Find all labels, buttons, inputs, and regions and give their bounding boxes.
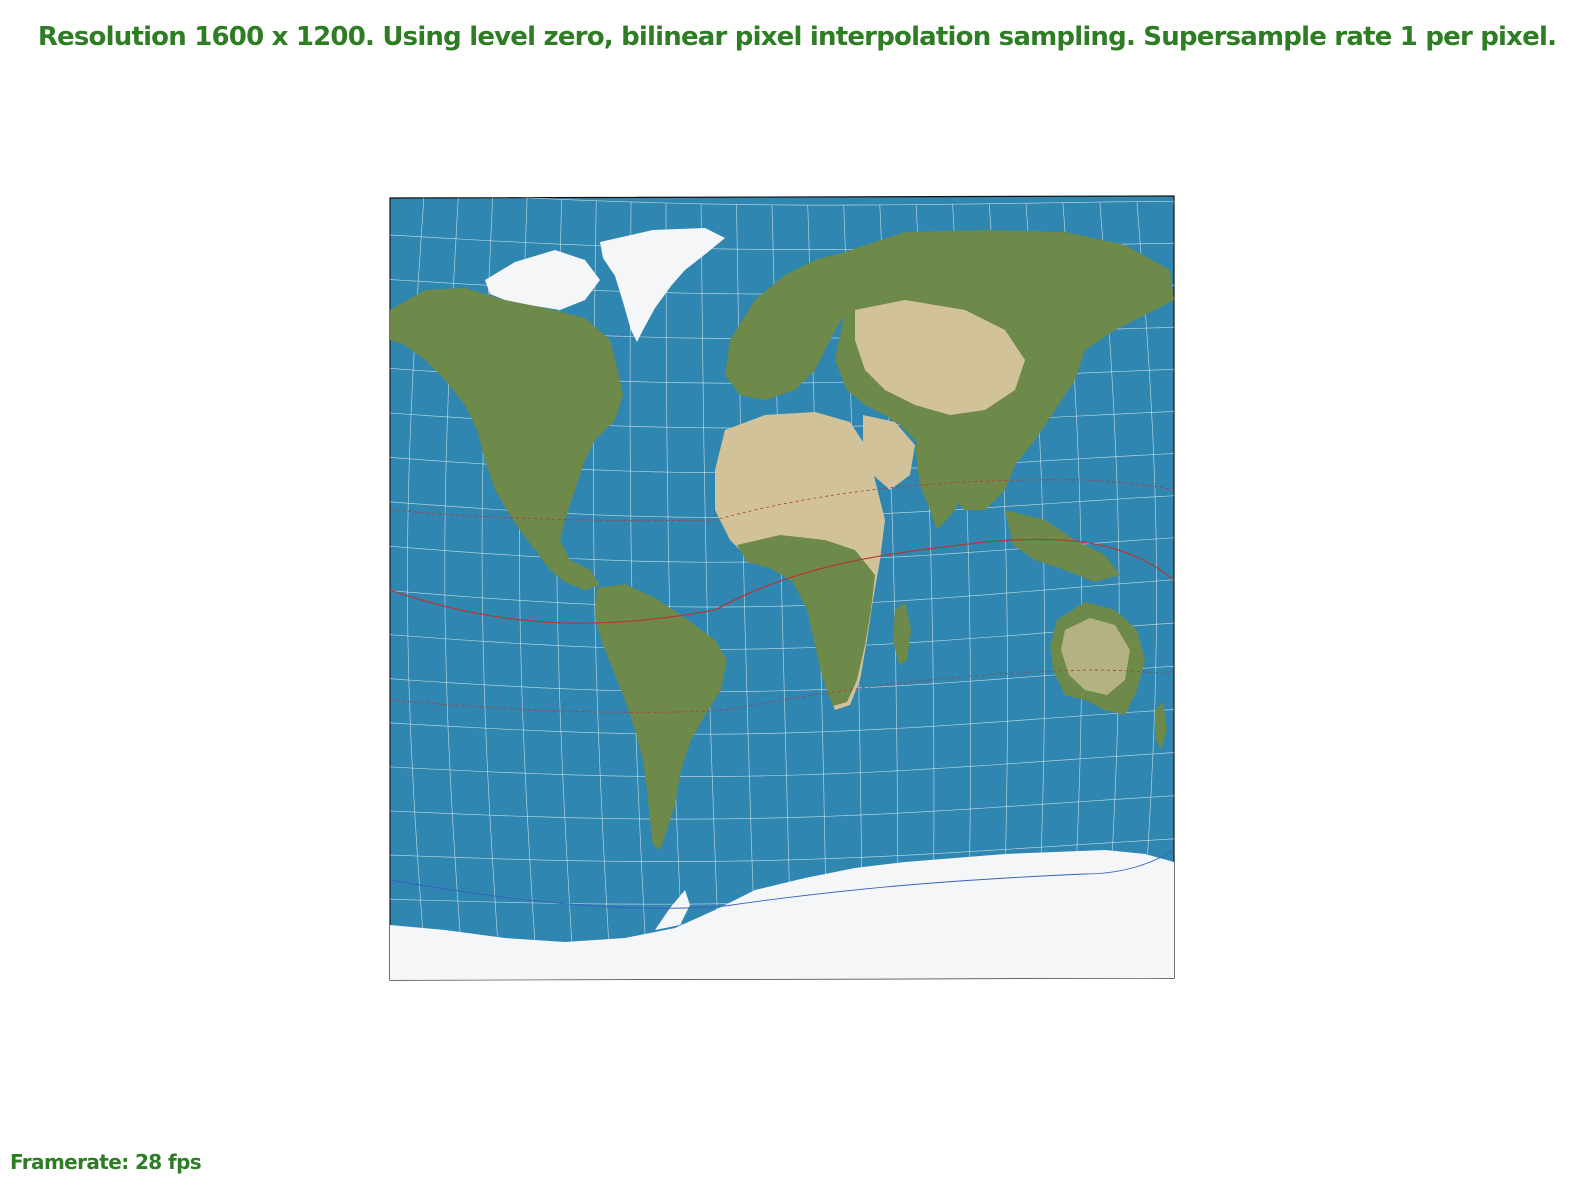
central-africa-vegetation [737,535,875,706]
north-america-landmass [390,288,623,590]
canadian-arctic-islands [485,250,600,310]
graticule-meridian [390,196,391,980]
europe-landmass [725,252,855,400]
tropic-of-capricorn-line [390,669,1174,713]
greenland-landmass [600,228,725,342]
render-viewport[interactable] [385,190,1181,990]
graticule-parallel [390,837,1174,862]
maritime-southeast-asia [1005,510,1120,582]
graticule-parallel [390,708,1174,735]
render-settings-status: Resolution 1600 x 1200. Using level zero… [37,22,1557,52]
framerate-counter: Framerate: 28 fps [10,1150,202,1174]
graticule-parallel [390,578,1174,608]
tropic-of-cancer-line [390,479,1174,522]
graticule-meridian [1173,201,1174,969]
new-zealand-landmass [1155,702,1167,750]
arabian-peninsula [863,415,915,490]
graticule-parallel [390,751,1174,777]
graticule-parallel [390,794,1174,820]
central-asia-steppe [855,300,1025,415]
world-map-texture[interactable] [385,190,1181,990]
south-america-landmass [595,584,727,850]
indian-subcontinent [915,445,970,530]
antarctica-landmass [390,850,1174,980]
antarctic-circle-line [390,849,1174,909]
equator-line [390,538,1174,624]
australia-outback [1061,618,1130,695]
madagascar-landmass [893,602,911,665]
antarctic-peninsula [655,890,690,930]
